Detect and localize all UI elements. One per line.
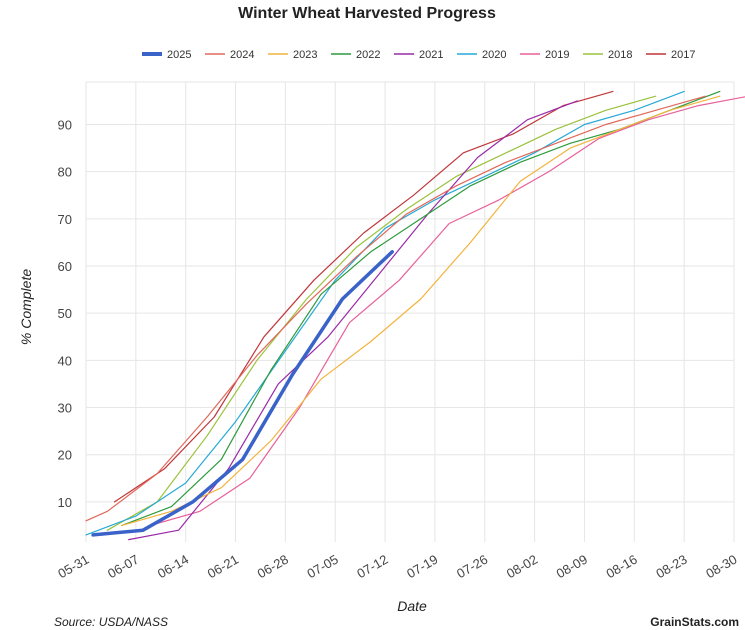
series-line-2019: [149, 96, 745, 527]
y-tick-label: 50: [58, 306, 72, 321]
x-tick-label: 07-26: [454, 552, 490, 582]
x-tick-label: 08-30: [703, 552, 739, 582]
x-tick-label: 07-05: [304, 552, 340, 582]
legend-label-2025: 2025: [167, 49, 191, 61]
x-tick-label: 05-31: [55, 552, 91, 582]
legend-label-2021: 2021: [419, 49, 443, 61]
chart-title: Winter Wheat Harvested Progress: [238, 5, 496, 22]
x-axis-label: Date: [397, 598, 427, 614]
x-tick-label: 06-21: [205, 552, 241, 582]
series-line-2025: [91, 250, 394, 537]
legend-label-2019: 2019: [545, 49, 569, 61]
series-line-2018: [106, 95, 657, 531]
y-tick-label: 80: [58, 165, 72, 180]
y-tick-label: 10: [58, 495, 72, 510]
legend-label-2023: 2023: [293, 49, 317, 61]
chart-legend: 2025 2024 2023 2022 2021 2020 2019 2018 2017: [142, 49, 695, 61]
x-tick-label: 06-07: [105, 552, 141, 582]
y-tick-label: 40: [58, 353, 72, 368]
y-tick-label: 20: [58, 448, 72, 463]
series-line-2022: [120, 90, 721, 527]
source-note: Source: USDA/NASS: [54, 615, 169, 629]
x-tick-label: 08-16: [604, 552, 640, 582]
series-line-2023: [120, 95, 721, 527]
x-tick-label: 06-28: [255, 552, 291, 582]
x-tick-label: 07-19: [404, 552, 440, 582]
legend-label-2017: 2017: [671, 49, 695, 61]
series-line-2017: [113, 90, 614, 503]
series-line-2024: [85, 95, 707, 522]
y-tick-label: 90: [58, 117, 72, 132]
y-axis-label: % Complete: [18, 269, 34, 345]
x-tick-label: 06-14: [155, 552, 191, 582]
chart-series: [85, 90, 745, 541]
y-tick-label: 30: [58, 401, 72, 416]
y-tick-label: 60: [58, 259, 72, 274]
series-line-2021: [128, 100, 578, 541]
x-axis: 05-31 06-07 06-14 06-21 06-28 07-05 07-12 07-19…: [55, 552, 739, 582]
brand-credit: GrainStats.com: [650, 615, 739, 629]
x-tick-label: 08-02: [504, 552, 540, 582]
y-axis: 10 20 30 40 50 60 70 80 90: [58, 117, 72, 509]
chart-gridlines: [85, 81, 735, 542]
x-tick-label: 08-23: [653, 552, 689, 582]
legend-label-2020: 2020: [482, 49, 506, 61]
x-tick-label: 07-12: [354, 552, 390, 582]
y-tick-label: 70: [58, 212, 72, 227]
x-tick-label: 08-09: [554, 552, 590, 582]
legend-label-2024: 2024: [230, 49, 254, 61]
legend-label-2018: 2018: [608, 49, 632, 61]
legend-label-2022: 2022: [356, 49, 380, 61]
series-line-2020: [85, 90, 685, 536]
